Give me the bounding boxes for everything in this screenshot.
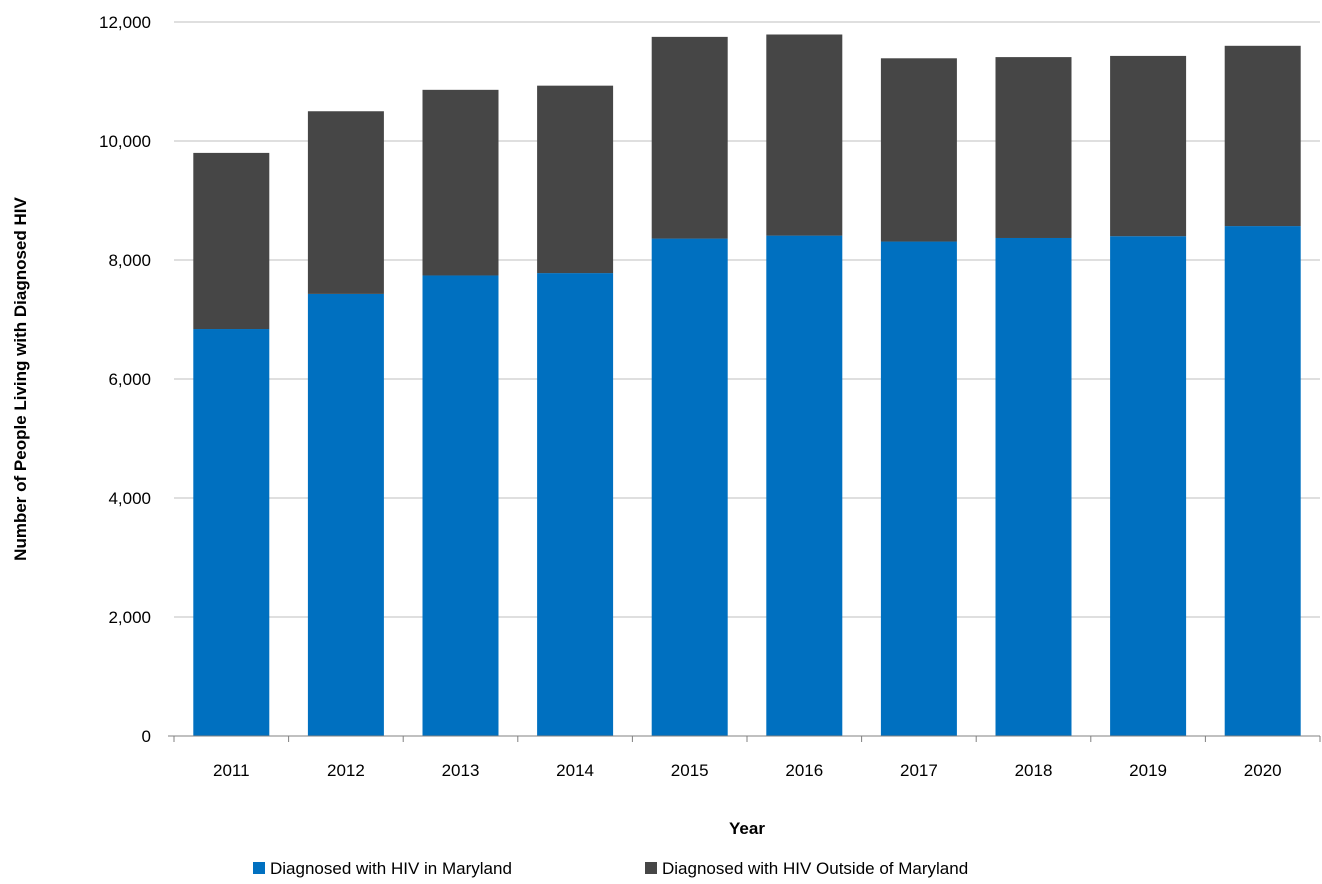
bar-segment-outside-maryland <box>880 58 957 242</box>
bar-segment-outside-maryland <box>422 89 499 276</box>
x-tick-label: 2015 <box>671 761 709 780</box>
bar-segment-outside-maryland <box>1224 45 1301 227</box>
bar-segment-maryland <box>1110 236 1187 736</box>
y-tick-label: 2,000 <box>108 608 151 627</box>
x-tick-label: 2018 <box>1015 761 1053 780</box>
legend-swatch-outside-maryland <box>645 862 657 874</box>
x-axis-title: Year <box>729 819 765 838</box>
bar-segment-maryland <box>995 237 1072 737</box>
bar-segment-maryland <box>422 275 499 736</box>
x-tick-label: 2011 <box>213 761 250 780</box>
bar-segment-maryland <box>537 273 614 736</box>
x-tick-label: 2014 <box>556 761 594 780</box>
y-tick-label: 8,000 <box>108 251 151 270</box>
bar-segment-outside-maryland <box>766 34 843 236</box>
bar-segment-maryland <box>307 293 384 736</box>
bar-segment-maryland <box>651 238 728 736</box>
x-tick-label: 2012 <box>327 761 365 780</box>
bar-segment-maryland <box>880 241 957 736</box>
y-tick-label: 4,000 <box>108 489 151 508</box>
bar-segment-outside-maryland <box>995 57 1072 238</box>
y-tick-label: 10,000 <box>99 132 151 151</box>
axes: 0 2,000 4,000 6,000 8,000 10,000 12,000 2011 201… <box>99 13 1321 780</box>
y-tick-label: 12,000 <box>99 13 151 32</box>
bar-segment-maryland <box>193 329 270 736</box>
legend-label-maryland: Diagnosed with HIV in Maryland <box>270 859 512 878</box>
bars <box>193 34 1301 737</box>
bar-segment-outside-maryland <box>1110 55 1187 237</box>
bar-segment-outside-maryland <box>307 111 384 294</box>
x-tick-label: 2013 <box>442 761 480 780</box>
legend-swatch-maryland <box>253 862 265 874</box>
y-tick-label: 0 <box>142 727 151 746</box>
bar-segment-maryland <box>766 235 843 737</box>
bar-segment-maryland <box>1224 226 1301 736</box>
legend: Diagnosed with HIV in Maryland Diagnosed… <box>253 859 968 878</box>
y-axis-title: Number of People Living with Diagnosed H… <box>11 197 30 561</box>
y-tick-label: 6,000 <box>108 370 151 389</box>
bar-segment-outside-maryland <box>193 152 270 330</box>
x-tick-label: 2017 <box>900 761 938 780</box>
legend-label-outside-maryland: Diagnosed with HIV Outside of Maryland <box>662 859 968 878</box>
x-tick-label: 2019 <box>1129 761 1167 780</box>
x-tick-label: 2020 <box>1244 761 1282 780</box>
bar-segment-outside-maryland <box>651 36 728 239</box>
x-tick-label: 2016 <box>785 761 823 780</box>
bar-segment-outside-maryland <box>537 85 614 274</box>
